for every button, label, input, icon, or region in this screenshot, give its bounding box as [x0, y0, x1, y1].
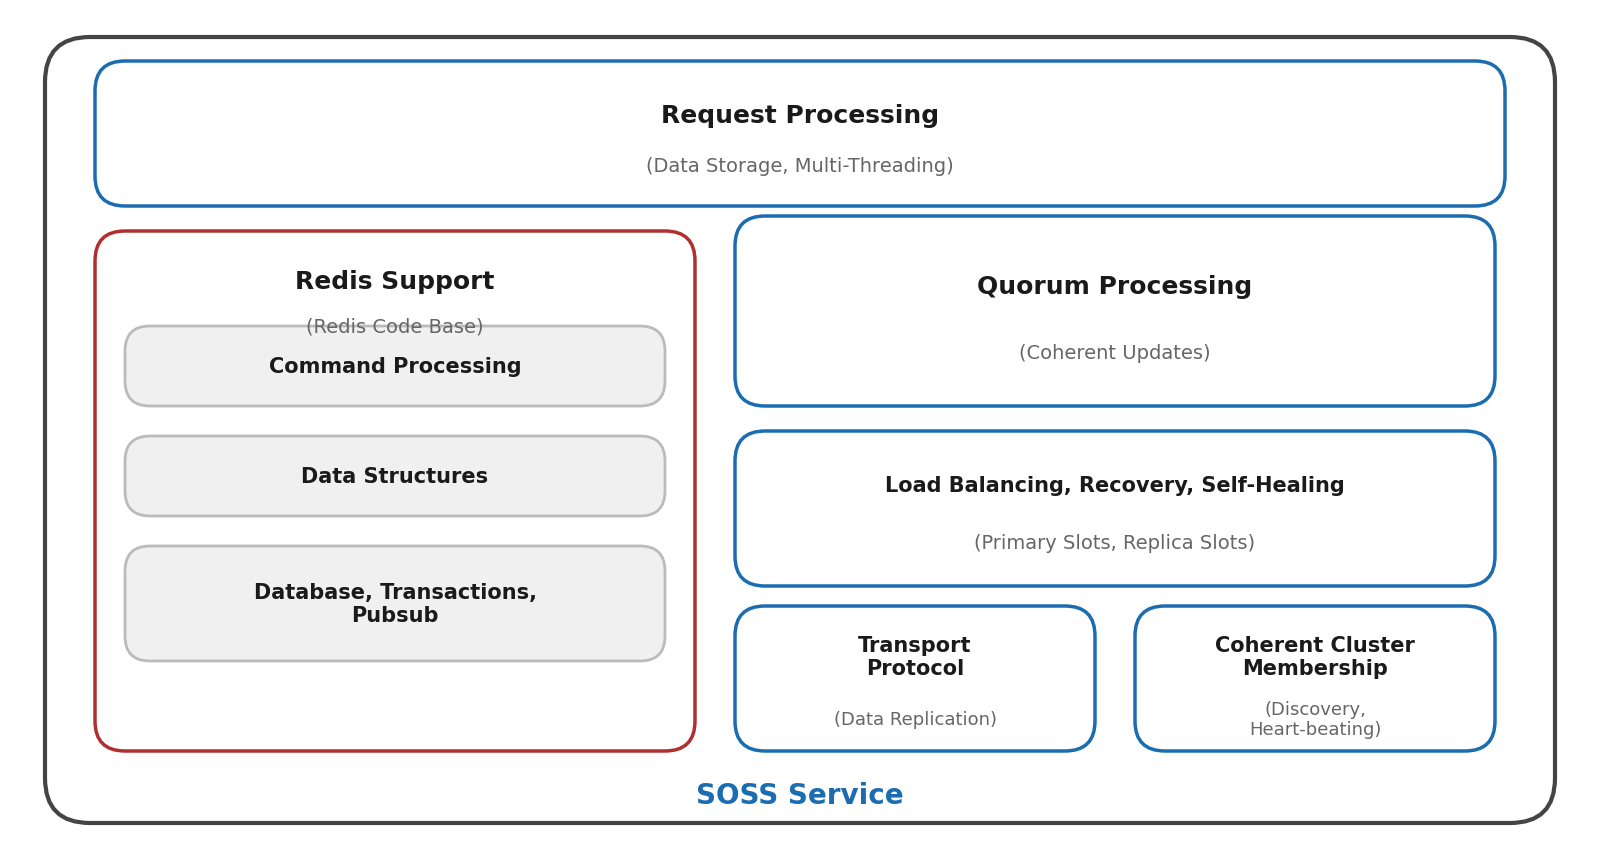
- Text: Transport
Protocol: Transport Protocol: [858, 635, 971, 678]
- Text: (Data Storage, Multi-Threading): (Data Storage, Multi-Threading): [646, 157, 954, 176]
- Text: (Data Replication): (Data Replication): [834, 710, 997, 728]
- FancyBboxPatch shape: [125, 326, 666, 406]
- FancyBboxPatch shape: [125, 547, 666, 661]
- Text: Data Structures: Data Structures: [301, 467, 488, 486]
- FancyBboxPatch shape: [734, 606, 1094, 751]
- FancyBboxPatch shape: [734, 431, 1494, 586]
- Text: Request Processing: Request Processing: [661, 103, 939, 127]
- Text: (Primary Slots, Replica Slots): (Primary Slots, Replica Slots): [974, 534, 1256, 553]
- Text: Command Processing: Command Processing: [269, 356, 522, 376]
- Text: Quorum Processing: Quorum Processing: [978, 275, 1253, 299]
- FancyBboxPatch shape: [734, 217, 1494, 406]
- FancyBboxPatch shape: [125, 437, 666, 517]
- FancyBboxPatch shape: [1134, 606, 1494, 751]
- Text: Load Balancing, Recovery, Self-Healing: Load Balancing, Recovery, Self-Healing: [885, 475, 1346, 496]
- Text: SOSS Service: SOSS Service: [696, 781, 904, 809]
- Text: Coherent Cluster
Membership: Coherent Cluster Membership: [1214, 635, 1414, 678]
- Text: Redis Support: Redis Support: [296, 269, 494, 294]
- Text: (Discovery,
Heart-beating): (Discovery, Heart-beating): [1250, 700, 1381, 739]
- Text: Database, Transactions,
Pubsub: Database, Transactions, Pubsub: [253, 582, 536, 625]
- FancyBboxPatch shape: [94, 62, 1506, 207]
- Text: (Redis Code Base): (Redis Code Base): [306, 317, 483, 336]
- FancyBboxPatch shape: [94, 232, 694, 751]
- Text: (Coherent Updates): (Coherent Updates): [1019, 344, 1211, 362]
- FancyBboxPatch shape: [45, 38, 1555, 823]
